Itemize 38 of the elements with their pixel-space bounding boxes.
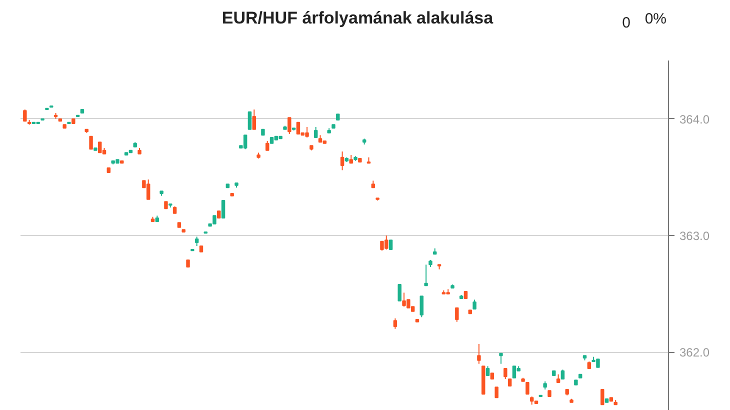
candlestick [472,299,476,310]
candlestick [296,122,300,134]
candlestick [265,140,270,151]
candlestick [194,236,199,246]
candlestick [512,366,516,378]
candlestick [314,126,318,138]
candlestick [424,264,428,286]
candlestick [288,117,292,134]
candlestick [388,240,393,250]
candlestick [486,366,490,376]
text: 0 [622,14,630,32]
y-tick-label: 364.0 [680,112,710,126]
candlestick [477,344,481,364]
candlestick [504,368,508,380]
candlestick [420,296,424,318]
candlestick [221,200,226,218]
candlestick [380,240,384,252]
candlestick [89,136,93,150]
candlestick [600,389,604,406]
candlestick [455,307,459,322]
candlestick [305,126,309,138]
chart-title: EUR/HUF árfolyamának alakulása [222,8,494,28]
candlestick [393,318,398,330]
candlestick [560,369,565,380]
candlestick [248,111,252,130]
candlestick [494,386,498,398]
candlestick [340,151,344,171]
candlestick [23,109,27,122]
candlestick [252,109,256,130]
candlestick [98,142,102,154]
candlestick [243,134,248,150]
candlestick [146,179,150,200]
y-tick-label: 362.0 [680,346,710,360]
candlestick [499,352,503,364]
y-tick-label: 363.0 [680,229,710,243]
text: 0% [644,10,667,28]
candlestick [398,284,402,302]
candlestick [526,382,530,395]
